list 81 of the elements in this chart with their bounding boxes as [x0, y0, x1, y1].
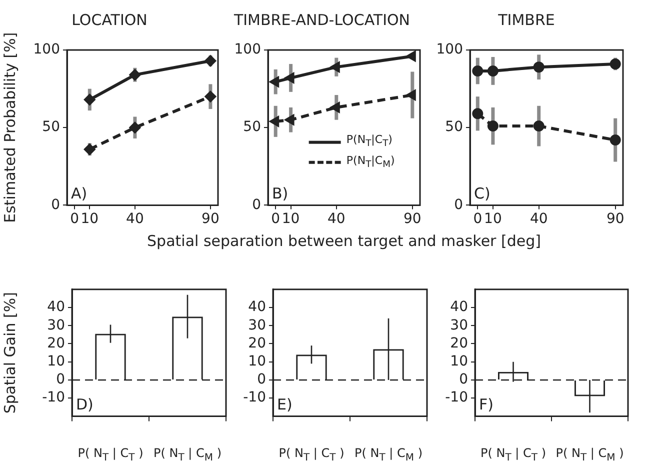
point — [204, 91, 216, 102]
point — [270, 76, 280, 87]
y-tick-label: 10 — [248, 354, 266, 370]
point — [84, 94, 96, 106]
y-tick-label: -10 — [42, 390, 65, 406]
y-tick-label: 40 — [450, 299, 468, 316]
point — [487, 65, 498, 76]
y-tick-label: 0 — [459, 372, 468, 388]
x-tick-label: P( N$_{T}$ | C$_{M}$ ) — [354, 446, 423, 464]
y-axis-title: Estimated Probability [%] — [0, 32, 19, 223]
point — [285, 114, 294, 125]
point — [129, 122, 140, 134]
x-tick-label: P( N$_{T}$ | C$_{M}$ ) — [556, 446, 624, 464]
point — [610, 134, 621, 146]
point — [533, 120, 544, 132]
x-axis-title: Spatial separation between target and masker [deg] — [147, 232, 541, 250]
y-tick-label: 50 — [243, 119, 261, 136]
annotation: F) — [479, 396, 494, 414]
annotation: C) — [474, 184, 490, 203]
y-tick-label: 50 — [42, 119, 60, 136]
point — [84, 144, 96, 155]
x-tick-label: 10 — [80, 211, 99, 228]
point — [285, 72, 294, 83]
y-axis-title: Spatial Gain [%] — [0, 292, 19, 414]
legend-label: P(N$_{T}$|C$_{T}$) — [346, 132, 392, 152]
point — [406, 90, 416, 100]
x-tick-label: 0 — [473, 211, 482, 228]
x-tick-label: 10 — [282, 211, 300, 228]
x-tick-label: 90 — [202, 211, 220, 228]
y-tick-label: 100 — [234, 42, 261, 58]
point — [610, 58, 621, 70]
y-tick-label: 10 — [450, 354, 468, 370]
y-tick-label: 0 — [51, 196, 60, 213]
y-tick-label: 0 — [252, 196, 261, 213]
point — [270, 116, 280, 126]
y-tick-label: 40 — [248, 299, 266, 316]
y-tick-label: 30 — [248, 317, 266, 334]
y-tick-label: 50 — [445, 119, 463, 136]
x-tick-label: 90 — [606, 211, 624, 228]
y-tick-label: 0 — [454, 196, 463, 213]
annotation: A) — [71, 184, 88, 203]
x-tick-label: 40 — [126, 211, 144, 228]
y-tick-label: 10 — [47, 354, 65, 370]
y-tick-label: 30 — [450, 317, 468, 334]
y-tick-label: 20 — [248, 335, 266, 352]
x-tick-label: P( N$_{T}$ | C$_{T}$ ) — [78, 446, 144, 464]
annotation: B) — [272, 184, 288, 203]
y-tick-label: 100 — [33, 42, 60, 58]
y-tick-label: 0 — [56, 372, 65, 388]
x-tick-label: 10 — [484, 211, 502, 228]
point — [129, 69, 140, 80]
point — [330, 102, 340, 112]
x-tick-label: 40 — [327, 211, 346, 228]
chart-title: TIMBRE-AND-LOCATION — [232, 10, 410, 29]
x-tick-label: 0 — [271, 211, 280, 228]
point — [204, 55, 216, 66]
chart-title: TIMBRE — [497, 10, 555, 29]
x-tick-label: 0 — [70, 211, 80, 228]
y-tick-label: 100 — [436, 42, 463, 58]
y-tick-label: 20 — [47, 335, 65, 352]
x-tick-label: 40 — [530, 211, 548, 228]
x-tick-label: P( N$_{T}$ | C$_{T}$ ) — [278, 446, 344, 464]
x-tick-label: P( N$_{T}$ | C$_{T}$ ) — [480, 446, 546, 464]
point — [330, 62, 340, 72]
point — [487, 120, 498, 132]
y-tick-label: 0 — [257, 372, 266, 388]
point — [533, 62, 544, 73]
y-tick-label: 40 — [47, 299, 65, 316]
y-tick-label: -10 — [445, 390, 468, 406]
legend-label: P(N$_{T}$|C$_{M}$) — [346, 152, 395, 172]
annotation: D) — [76, 396, 94, 414]
x-tick-label: 90 — [403, 211, 422, 228]
y-tick-label: -10 — [243, 390, 266, 406]
x-tick-label: P( N$_{T}$ | C$_{M}$ ) — [153, 446, 222, 464]
y-tick-label: 20 — [450, 335, 468, 352]
chart-title: LOCATION — [72, 10, 148, 29]
point — [406, 51, 416, 62]
annotation: E) — [277, 396, 292, 414]
point — [472, 108, 484, 120]
y-tick-label: 30 — [47, 317, 65, 334]
point — [472, 65, 484, 76]
